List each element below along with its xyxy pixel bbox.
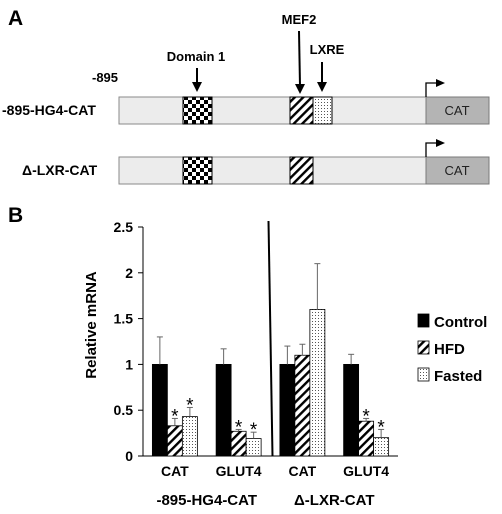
panel-a: A -895 Domain 1 MEF2 LXRE -895-HG4-CAT C… [2,7,490,185]
construct-dlxr-cat: Δ-LXR-CAT CAT [22,139,490,185]
domain1-arrow [192,68,202,92]
legend-label-hfd: HFD [434,341,465,358]
group-label: -895-HG4-CAT [156,492,257,509]
y-tick-label: 2.5 [114,219,134,235]
bar-control [279,363,296,457]
construct-hg4-label: -895-HG4-CAT [2,102,96,118]
significance-star: * [250,420,258,441]
legend-label-control: Control [434,314,487,331]
promoter-bar [118,156,427,185]
panel-b: B Relative mRNA 0 0.5 1 1.5 2 2.5 * * CAT * * GLUT4… [8,204,487,509]
cat-reporter-label: CAT [444,163,469,178]
bar-fasted [309,309,326,457]
domain1-box [182,156,213,185]
panel-a-label: A [8,7,23,30]
group-label: Δ-LXR-CAT [294,492,375,509]
legend-swatch-control [417,313,430,328]
y-tick-label: 1.5 [114,311,134,327]
bar-chart: 0 0.5 1 1.5 2 2.5 * * CAT * * GLUT4 CAT * * GLUT4 -895-H… [114,219,398,509]
y-axis-title: Relative mRNA [83,271,100,379]
significance-star: * [235,417,243,438]
significance-star: * [171,406,179,427]
transcription-start-arrow [425,79,445,97]
legend-label-fasted: Fasted [434,368,482,385]
lxre-arrow [317,62,327,92]
group-divider [267,220,274,457]
significance-star: * [362,406,370,427]
domain1-box [182,96,213,125]
x-tick-label: GLUT4 [216,463,262,479]
y-tick-label: 0 [125,448,133,464]
bar-control [215,363,232,457]
significance-star: * [377,417,385,438]
lxre-box [312,96,333,125]
legend-swatch-hfd [417,340,430,355]
bar-hfd [166,425,183,457]
y-tick-label: 2 [125,265,133,281]
x-tick-label: GLUT4 [343,463,389,479]
y-tick-label: 1 [125,356,133,372]
mef2-annotation: MEF2 [282,12,317,27]
mef2-box [289,96,314,125]
domain1-annotation: Domain 1 [167,49,226,64]
start-position-label: -895 [92,70,118,85]
construct-dlxr-label: Δ-LXR-CAT [22,162,98,178]
chart-legend: Control HFD Fasted [417,313,487,385]
significance-star: * [186,395,194,416]
cat-reporter-box [425,156,490,185]
cat-reporter-box [425,96,490,125]
bar-control [343,363,360,457]
bar-hfd [294,354,311,457]
bar-fasted [245,438,262,457]
bar-fasted [373,437,390,457]
panel-b-label: B [8,204,23,227]
cat-reporter-label: CAT [444,103,469,118]
transcription-start-arrow [425,139,445,157]
x-tick-label: CAT [289,463,317,479]
mef2-box [289,156,314,185]
bar-control [151,363,168,457]
bar-fasted [181,416,198,457]
y-tick-label: 0.5 [114,402,134,418]
legend-swatch-fasted [417,367,430,382]
lxre-annotation: LXRE [310,42,345,57]
x-tick-label: CAT [161,463,189,479]
mef2-arrow [295,30,305,94]
construct-hg4-cat: -895-HG4-CAT CAT [2,79,490,125]
promoter-bar [118,96,427,125]
